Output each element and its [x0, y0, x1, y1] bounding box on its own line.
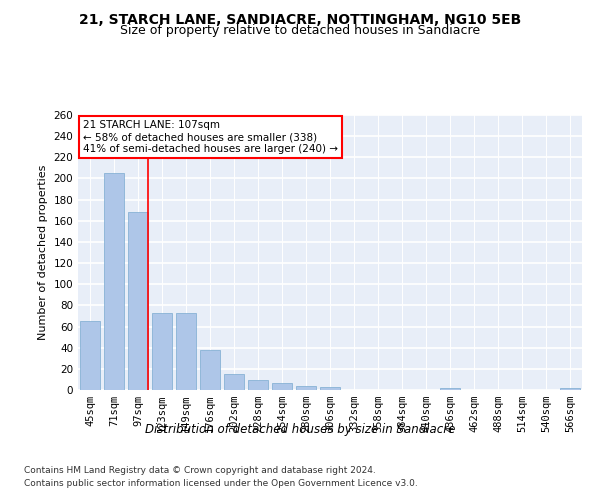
Bar [272, 382, 292, 390]
Text: 21, STARCH LANE, SANDIACRE, NOTTINGHAM, NG10 5EB: 21, STARCH LANE, SANDIACRE, NOTTINGHAM, … [79, 12, 521, 26]
Y-axis label: Number of detached properties: Number of detached properties [38, 165, 48, 340]
Bar [104, 173, 124, 390]
Text: Size of property relative to detached houses in Sandiacre: Size of property relative to detached ho… [120, 24, 480, 37]
Text: Contains HM Land Registry data © Crown copyright and database right 2024.: Contains HM Land Registry data © Crown c… [24, 466, 376, 475]
Bar [200, 350, 220, 390]
Text: Contains public sector information licensed under the Open Government Licence v3: Contains public sector information licen… [24, 479, 418, 488]
Bar [248, 380, 268, 390]
Bar [224, 374, 244, 390]
Bar [80, 322, 100, 390]
Text: Distribution of detached houses by size in Sandiacre: Distribution of detached houses by size … [145, 422, 455, 436]
Bar [176, 313, 196, 390]
Bar [440, 388, 460, 390]
Bar [152, 313, 172, 390]
Bar [560, 388, 580, 390]
Bar [296, 386, 316, 390]
Bar [320, 387, 340, 390]
Bar [128, 212, 148, 390]
Text: 21 STARCH LANE: 107sqm
← 58% of detached houses are smaller (338)
41% of semi-de: 21 STARCH LANE: 107sqm ← 58% of detached… [83, 120, 338, 154]
